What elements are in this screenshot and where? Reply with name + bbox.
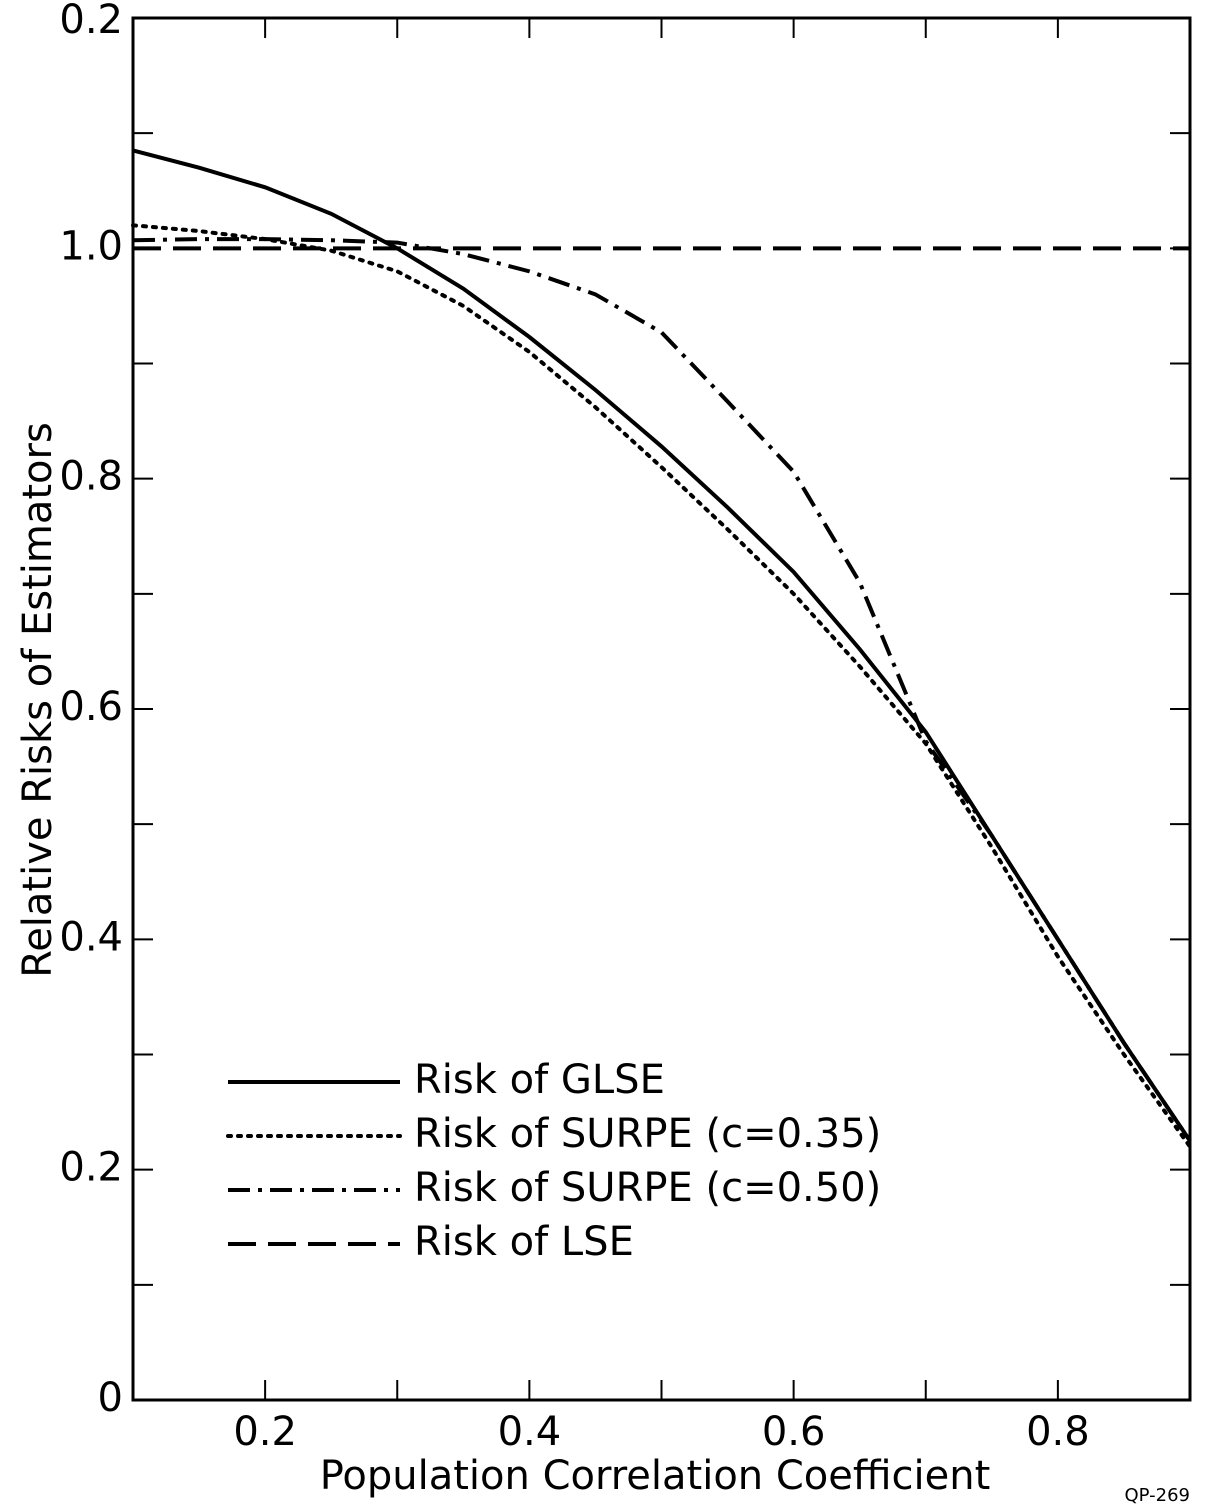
x-tick-label: 0.2 xyxy=(233,1409,297,1455)
line-series xyxy=(132,237,1192,1142)
x-axis-label: Population Correlation Coefficient xyxy=(320,1453,991,1499)
x-tick-label: 0.6 xyxy=(762,1409,826,1455)
y-tick-label: 1.0 xyxy=(59,223,123,269)
legend-label: Risk of GLSE xyxy=(414,1057,665,1103)
y-tick-label: 0.8 xyxy=(59,454,123,500)
y-tick-label: 0.2 xyxy=(59,0,123,43)
line-series xyxy=(132,148,1192,1142)
y-tick-label: 0.6 xyxy=(59,684,123,730)
legend-label: Risk of SURPE (c=0.50) xyxy=(414,1165,881,1211)
x-tick-label: 0.8 xyxy=(1026,1409,1090,1455)
x-tick-label: 0.4 xyxy=(498,1409,562,1455)
y-axis-label: Relative Risks of Estimators xyxy=(15,422,61,978)
y-tick-label: 0.4 xyxy=(59,914,123,960)
line-series xyxy=(131,223,1192,1149)
annotation: QP-269 xyxy=(1125,1485,1190,1506)
y-tick-label: 0.2 xyxy=(59,1145,123,1191)
legend-label: Risk of SURPE (c=0.35) xyxy=(414,1111,881,1157)
y-tick-label: 0 xyxy=(98,1375,123,1421)
legend-label: Risk of LSE xyxy=(414,1219,634,1265)
